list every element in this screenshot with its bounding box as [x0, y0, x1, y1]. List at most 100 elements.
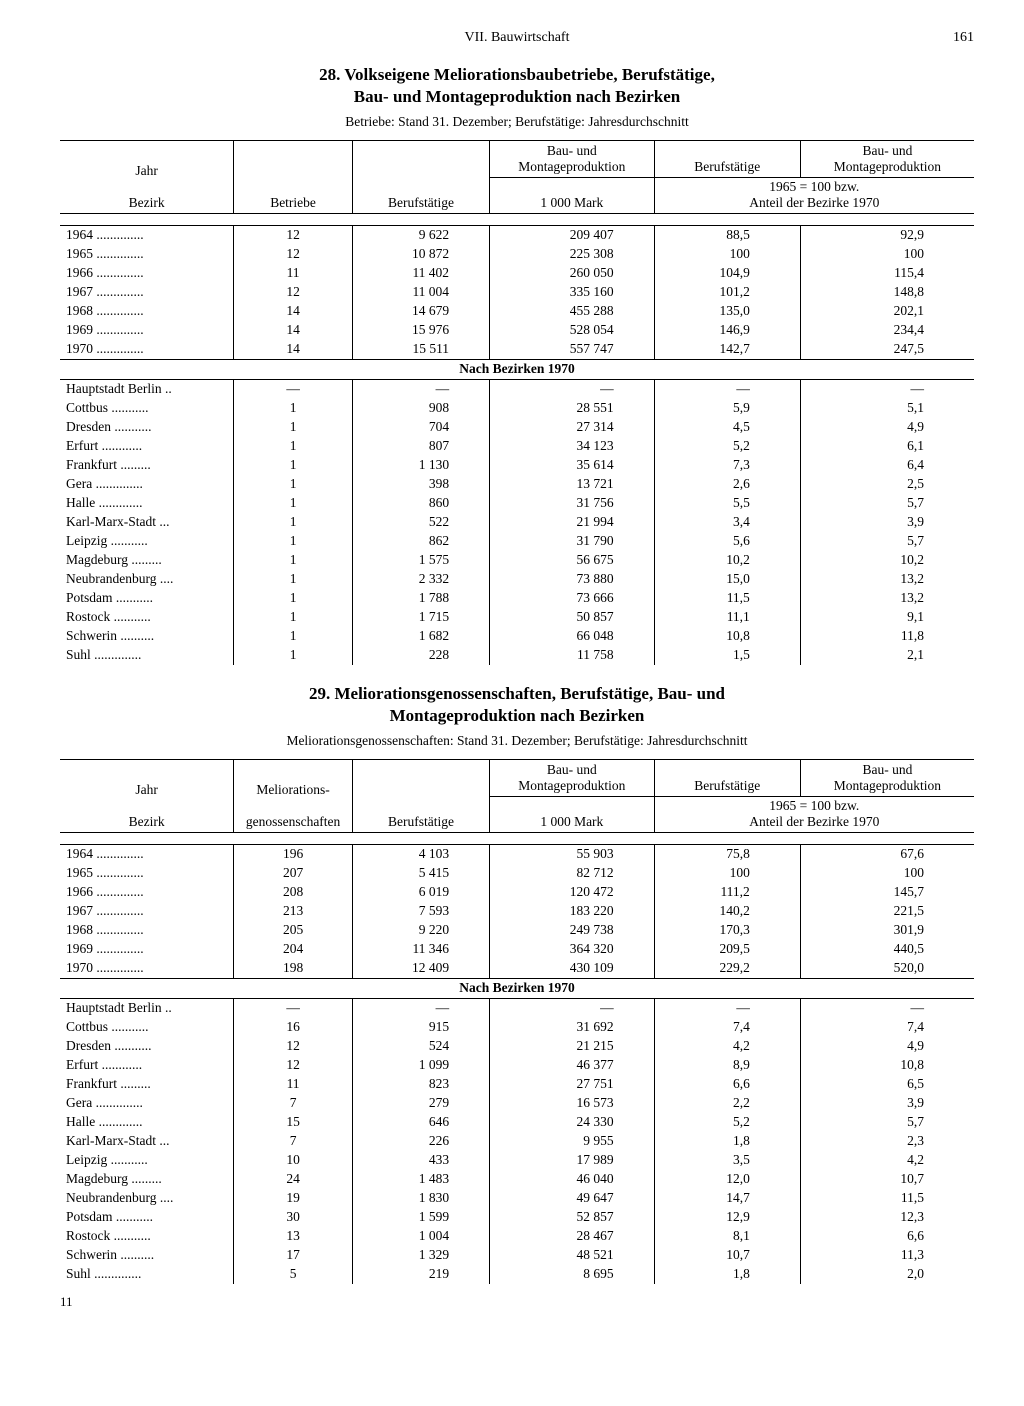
cell: 433 — [352, 1151, 489, 1170]
row-label: Rostock ........... — [60, 608, 234, 627]
cell: 11 346 — [352, 940, 489, 959]
cell: 10,7 — [654, 1246, 800, 1265]
cell: 55 903 — [490, 844, 655, 864]
cell: 34 123 — [490, 437, 655, 456]
cell: 17 — [234, 1246, 353, 1265]
table-row: Dresden ...........170427 3144,54,9 — [60, 418, 974, 437]
row-label: Potsdam ........... — [60, 589, 234, 608]
hdr-bau3: Bau- und — [862, 143, 912, 158]
t29-hdr-bau2: Montageproduktion — [518, 778, 625, 793]
t28-sectlabel: Nach Bezirken 1970 — [60, 359, 974, 379]
cell: 335 160 — [490, 283, 655, 302]
row-label: 1965 .............. — [60, 864, 234, 883]
cell: 646 — [352, 1113, 489, 1132]
table-row: Cottbus ...........1691531 6927,47,4 — [60, 1018, 974, 1037]
cell: 10,8 — [800, 1056, 974, 1075]
cell: 5,6 — [654, 532, 800, 551]
cell: 146,9 — [654, 321, 800, 340]
cell: 198 — [234, 959, 353, 979]
row-label: Cottbus ........... — [60, 399, 234, 418]
cell: 1 004 — [352, 1227, 489, 1246]
cell: 12,9 — [654, 1208, 800, 1227]
cell: 5,7 — [800, 1113, 974, 1132]
cell: 229,2 — [654, 959, 800, 979]
row-label: Magdeburg ......... — [60, 1170, 234, 1189]
cell: 3,4 — [654, 513, 800, 532]
table-row: Cottbus ...........190828 5515,95,1 — [60, 399, 974, 418]
cell: 5,5 — [654, 494, 800, 513]
cell: 12 — [234, 1037, 353, 1056]
row-label: Erfurt ............ — [60, 437, 234, 456]
cell: 364 320 — [490, 940, 655, 959]
cell: 1 — [234, 589, 353, 608]
cell: 10 — [234, 1151, 353, 1170]
cell: 704 — [352, 418, 489, 437]
cell: 56 675 — [490, 551, 655, 570]
cell: — — [490, 998, 655, 1018]
hdr-idx2: Anteil der Bezirke 1970 — [749, 195, 879, 210]
table-row: Neubrandenburg ....12 33273 88015,013,2 — [60, 570, 974, 589]
cell: 28 551 — [490, 399, 655, 418]
cell: 279 — [352, 1094, 489, 1113]
cell: 8,1 — [654, 1227, 800, 1246]
cell: 28 467 — [490, 1227, 655, 1246]
cell: 1,8 — [654, 1132, 800, 1151]
cell: 11,5 — [800, 1189, 974, 1208]
t29-hdr-bezirk: Bezirk — [129, 814, 165, 829]
table-row: Magdeburg .........241 48346 04012,010,7 — [60, 1170, 974, 1189]
table28-title-l2: Bau- und Montageproduktion nach Bezirken — [354, 87, 681, 106]
table-row: Frankfurt .........11 13035 6147,36,4 — [60, 456, 974, 475]
table-row: 1964 ..............129 622209 40788,592,… — [60, 225, 974, 245]
cell: 5,2 — [654, 437, 800, 456]
row-label: Frankfurt ......... — [60, 1075, 234, 1094]
cell: 1 099 — [352, 1056, 489, 1075]
cell: 6,1 — [800, 437, 974, 456]
table-row: Gera ..............727916 5732,23,9 — [60, 1094, 974, 1113]
table-row: 1968 ..............1414 679455 288135,02… — [60, 302, 974, 321]
cell: 6 019 — [352, 883, 489, 902]
cell: 522 — [352, 513, 489, 532]
row-label: Rostock ........... — [60, 1227, 234, 1246]
row-label: 1970 .............. — [60, 340, 234, 360]
cell: 35 614 — [490, 456, 655, 475]
table-row: Hauptstadt Berlin ..————— — [60, 379, 974, 399]
cell: 14,7 — [654, 1189, 800, 1208]
cell: 31 692 — [490, 1018, 655, 1037]
cell: 208 — [234, 883, 353, 902]
sheet-number: 11 — [60, 1294, 974, 1310]
cell: 115,4 — [800, 264, 974, 283]
table-row: Potsdam ...........11 78873 66611,513,2 — [60, 589, 974, 608]
cell: 1 — [234, 418, 353, 437]
t29-hdr-1000mark: 1 000 Mark — [490, 796, 655, 832]
table-row: 1967 ..............2137 593183 220140,22… — [60, 902, 974, 921]
cell: 19 — [234, 1189, 353, 1208]
cell: 1 — [234, 646, 353, 665]
table-row: Potsdam ...........301 59952 85712,912,3 — [60, 1208, 974, 1227]
cell: 14 679 — [352, 302, 489, 321]
cell: 12 409 — [352, 959, 489, 979]
cell: 46 040 — [490, 1170, 655, 1189]
row-label: Erfurt ............ — [60, 1056, 234, 1075]
cell: 2,6 — [654, 475, 800, 494]
cell: 520,0 — [800, 959, 974, 979]
cell: 11 402 — [352, 264, 489, 283]
cell: 1 — [234, 437, 353, 456]
table-row: 1969 ..............1415 976528 054146,92… — [60, 321, 974, 340]
row-label: 1968 .............. — [60, 921, 234, 940]
table-row: 1970 ..............1415 511557 747142,72… — [60, 340, 974, 360]
table-row: Karl-Marx-Stadt ...152221 9943,43,9 — [60, 513, 974, 532]
cell: 148,8 — [800, 283, 974, 302]
cell: 5 415 — [352, 864, 489, 883]
row-label: Schwerin .......... — [60, 627, 234, 646]
cell: 100 — [654, 864, 800, 883]
table28-subtitle: Betriebe: Stand 31. Dezember; Berufstäti… — [60, 114, 974, 130]
cell: 2,1 — [800, 646, 974, 665]
row-label: Neubrandenburg .... — [60, 570, 234, 589]
cell: 15 511 — [352, 340, 489, 360]
cell: 1 — [234, 532, 353, 551]
cell: 14 — [234, 302, 353, 321]
cell: 8,9 — [654, 1056, 800, 1075]
cell: 100 — [800, 245, 974, 264]
cell: 50 857 — [490, 608, 655, 627]
cell: 209,5 — [654, 940, 800, 959]
